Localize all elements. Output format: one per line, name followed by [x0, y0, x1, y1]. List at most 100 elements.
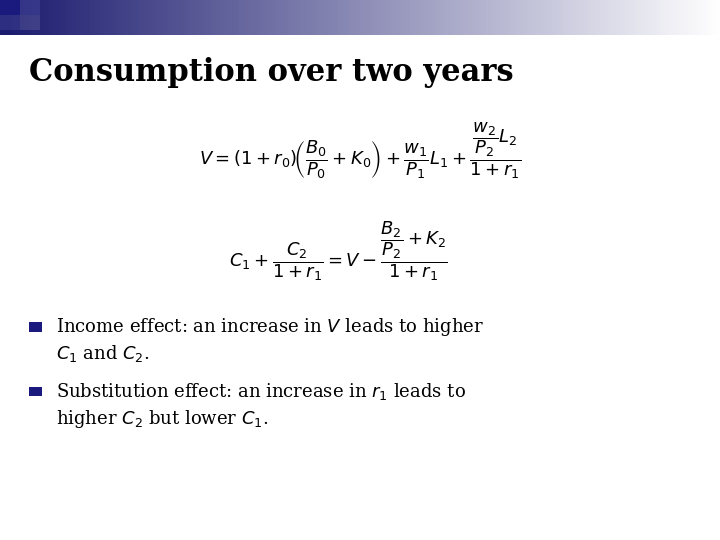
Bar	[151, 0, 156, 35]
Bar	[598, 0, 602, 35]
Bar	[396, 0, 400, 35]
Bar	[691, 0, 696, 35]
Bar	[608, 0, 613, 35]
Bar	[551, 0, 555, 35]
Bar	[158, 0, 163, 35]
Bar	[50, 0, 55, 35]
Bar	[277, 0, 282, 35]
Bar	[428, 0, 433, 35]
Bar	[702, 0, 706, 35]
Bar	[392, 0, 397, 35]
Text: $V = (1+r_0)\!\left(\dfrac{B_0}{P_0}+K_0\right)+\dfrac{w_1}{P_1}L_1+\dfrac{\dfra: $V = (1+r_0)\!\left(\dfrac{B_0}{P_0}+K_0…	[199, 121, 521, 181]
Bar	[68, 0, 73, 35]
Bar	[425, 0, 429, 35]
Bar	[4, 0, 8, 35]
Bar	[234, 0, 238, 35]
Bar	[680, 0, 685, 35]
Bar	[130, 0, 134, 35]
Bar	[94, 0, 98, 35]
Bar	[457, 0, 462, 35]
Text: Consumption over two years: Consumption over two years	[29, 57, 513, 87]
Bar	[432, 0, 436, 35]
Bar	[709, 0, 714, 35]
Bar	[115, 0, 120, 35]
Bar	[202, 0, 206, 35]
Bar	[266, 0, 271, 35]
Bar	[407, 0, 411, 35]
Bar	[248, 0, 253, 35]
Bar	[299, 0, 303, 35]
Bar	[43, 0, 48, 35]
Bar	[576, 0, 580, 35]
Bar	[544, 0, 548, 35]
Bar	[184, 0, 188, 35]
Bar	[367, 0, 372, 35]
Bar	[101, 0, 105, 35]
Bar	[508, 0, 512, 35]
Bar	[479, 0, 483, 35]
Bar	[634, 0, 638, 35]
Bar	[587, 0, 591, 35]
Bar	[443, 0, 447, 35]
Bar	[302, 0, 307, 35]
Bar	[436, 0, 440, 35]
Bar	[317, 0, 321, 35]
Bar	[558, 0, 562, 35]
Bar	[454, 0, 458, 35]
Bar	[418, 0, 422, 35]
Bar	[284, 0, 289, 35]
Bar	[688, 0, 692, 35]
Bar	[356, 0, 361, 35]
Bar	[29, 387, 42, 396]
Bar	[241, 0, 246, 35]
Bar	[446, 0, 451, 35]
Bar	[198, 0, 202, 35]
Bar	[475, 0, 480, 35]
Bar	[662, 0, 667, 35]
Bar	[342, 0, 346, 35]
Bar	[421, 0, 426, 35]
Bar	[0, 15, 20, 30]
Bar	[29, 322, 42, 332]
Bar	[360, 0, 364, 35]
Bar	[490, 0, 494, 35]
Bar	[666, 0, 670, 35]
Bar	[580, 0, 584, 35]
Bar	[18, 0, 22, 35]
Bar	[626, 0, 631, 35]
Bar	[605, 0, 609, 35]
Bar	[194, 0, 199, 35]
Bar	[220, 0, 224, 35]
Bar	[371, 0, 375, 35]
Bar	[32, 0, 37, 35]
Bar	[572, 0, 577, 35]
Bar	[677, 0, 681, 35]
Bar	[529, 0, 534, 35]
Text: higher $C_2$ but lower $C_1$.: higher $C_2$ but lower $C_1$.	[56, 408, 269, 429]
Bar	[536, 0, 541, 35]
Bar	[112, 0, 116, 35]
Bar	[439, 0, 444, 35]
Bar	[486, 0, 490, 35]
Bar	[292, 0, 296, 35]
Bar	[515, 0, 519, 35]
Bar	[313, 0, 318, 35]
Bar	[119, 0, 123, 35]
Bar	[684, 0, 688, 35]
Bar	[511, 0, 516, 35]
Bar	[594, 0, 598, 35]
Bar	[295, 0, 300, 35]
Bar	[630, 0, 634, 35]
Bar	[20, 0, 40, 15]
Bar	[374, 0, 379, 35]
Bar	[389, 0, 393, 35]
Bar	[338, 0, 343, 35]
Bar	[7, 0, 12, 35]
Bar	[187, 0, 192, 35]
Bar	[25, 0, 30, 35]
Bar	[349, 0, 354, 35]
Bar	[126, 0, 130, 35]
Bar	[533, 0, 537, 35]
Bar	[400, 0, 404, 35]
Bar	[104, 0, 109, 35]
